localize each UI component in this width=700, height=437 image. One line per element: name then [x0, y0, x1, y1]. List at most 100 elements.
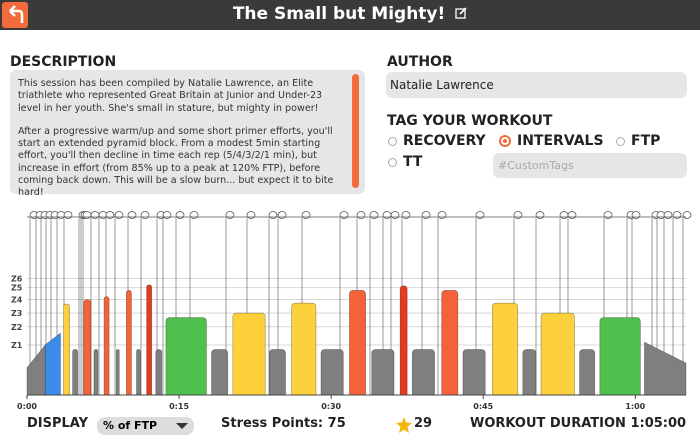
comment-bubble[interactable] [390, 211, 400, 219]
rating: 29 [414, 416, 433, 431]
comment-bubble[interactable] [277, 211, 287, 219]
comment-bubble[interactable] [401, 211, 411, 219]
workout-block[interactable] [522, 349, 537, 396]
comment-bubble[interactable] [63, 211, 73, 219]
workout-block[interactable] [349, 290, 366, 396]
comment-bubble[interactable] [421, 211, 431, 219]
workout-block[interactable] [155, 349, 163, 396]
comment-bubble[interactable] [535, 211, 545, 219]
title-text: The Small but Mighty! [232, 4, 446, 24]
radio-dot [616, 136, 625, 146]
workout-block[interactable] [320, 349, 344, 396]
comment-bubble[interactable] [175, 211, 185, 219]
workout-block[interactable] [72, 349, 79, 396]
tag-radio[interactable]: RECOVERY [388, 133, 486, 149]
comment-bubble[interactable] [559, 211, 569, 219]
comment-bubble[interactable] [475, 211, 485, 219]
workout-block[interactable] [540, 312, 575, 396]
comment-bubble[interactable] [90, 211, 100, 219]
zone-label: Z4 [11, 295, 23, 304]
comment-bubble[interactable] [225, 211, 235, 219]
workout-duration: WORKOUT DURATION 1:05:00 [470, 416, 687, 431]
workout-block[interactable] [268, 349, 286, 396]
comment-bubble[interactable] [140, 211, 150, 219]
workout-block[interactable] [599, 317, 641, 396]
x-tick-label: 0:00 [17, 402, 37, 411]
x-tick-label: 0:15 [169, 402, 189, 411]
comment-bubble[interactable] [603, 211, 613, 219]
workout-block[interactable] [371, 349, 395, 396]
author-label: AUTHOR [387, 54, 453, 70]
description-paragraph: After a progressive warm/up and some sho… [18, 125, 334, 199]
display-label: DISPLAY [27, 416, 89, 431]
workout-block[interactable] [165, 317, 207, 396]
zone-label: Z1 [11, 341, 23, 350]
comment-bubble[interactable] [105, 211, 115, 219]
comment-bubble[interactable] [631, 211, 641, 219]
radio-dot [499, 135, 511, 147]
workout-block[interactable] [211, 349, 229, 396]
radio-label: TT [403, 154, 423, 170]
comment-bubble[interactable] [268, 211, 278, 219]
radio-label: FTP [631, 133, 661, 149]
comment-bubble[interactable] [382, 211, 392, 219]
back-button[interactable] [2, 2, 28, 28]
workout-block[interactable] [441, 290, 459, 396]
radio-dot [388, 157, 397, 167]
edit-icon[interactable] [455, 7, 467, 19]
workout-block[interactable] [83, 299, 92, 396]
zone-label: Z2 [11, 323, 22, 332]
comment-bubble[interactable] [663, 211, 673, 219]
workout-block[interactable] [411, 349, 435, 396]
zone-label: Z6 [11, 275, 23, 284]
comment-bubble[interactable] [567, 211, 577, 219]
display-mode: % of FTP [103, 419, 158, 432]
comment-bubble[interactable] [437, 211, 447, 219]
comment-bubble[interactable] [114, 211, 124, 219]
description-text: This session has been compiled by Natali… [18, 78, 346, 211]
comment-bubble[interactable] [82, 211, 92, 219]
tag-radio[interactable]: FTP [616, 133, 660, 149]
comment-bubble[interactable] [189, 211, 199, 219]
workout-block[interactable] [462, 349, 486, 396]
comment-bubble[interactable] [246, 211, 256, 219]
zone-label: Z5 [11, 284, 23, 293]
stress-points: Stress Points: 75 [221, 416, 346, 431]
description-label: DESCRIPTION [10, 54, 117, 70]
workout-block[interactable] [126, 289, 132, 396]
comment-bubble[interactable] [127, 211, 137, 219]
workout-block[interactable] [93, 349, 99, 396]
workout-block[interactable] [232, 312, 266, 396]
comment-bubble[interactable] [301, 211, 311, 219]
header-bar [0, 0, 700, 30]
workout-block[interactable] [103, 296, 110, 396]
workout-block[interactable] [492, 302, 519, 396]
workout-block[interactable] [115, 349, 120, 396]
comment-bubble[interactable] [369, 211, 379, 219]
comment-bubble[interactable] [682, 211, 692, 219]
workout-title: The Small but Mighty! [0, 4, 700, 24]
comment-bubble[interactable] [162, 211, 172, 219]
author-input[interactable]: Natalie Lawrence [386, 72, 687, 98]
radio-label: INTERVALS [517, 133, 604, 149]
workout-block[interactable] [399, 285, 408, 396]
tag-radio[interactable]: TT [388, 154, 422, 170]
description-box[interactable]: This session has been compiled by Natali… [10, 70, 365, 198]
comment-bubble[interactable] [513, 211, 523, 219]
workout-block[interactable] [136, 349, 141, 396]
custom-tags-input[interactable]: #CustomTags [493, 153, 687, 178]
tags-label: TAG YOUR WORKOUT [387, 113, 553, 129]
comment-bubble[interactable] [356, 211, 366, 219]
comment-bubble[interactable] [339, 211, 349, 219]
x-tick-label: 0:45 [473, 402, 493, 411]
tag-radio[interactable]: INTERVALS [499, 133, 604, 149]
workout-block[interactable] [146, 284, 153, 396]
display-dropdown[interactable]: % of FTP [97, 417, 194, 435]
comment-bubble[interactable] [672, 211, 682, 219]
workout-block[interactable] [579, 349, 596, 396]
workout-block[interactable] [63, 303, 70, 396]
scrollbar[interactable] [352, 74, 359, 188]
workout-block[interactable] [291, 302, 317, 396]
